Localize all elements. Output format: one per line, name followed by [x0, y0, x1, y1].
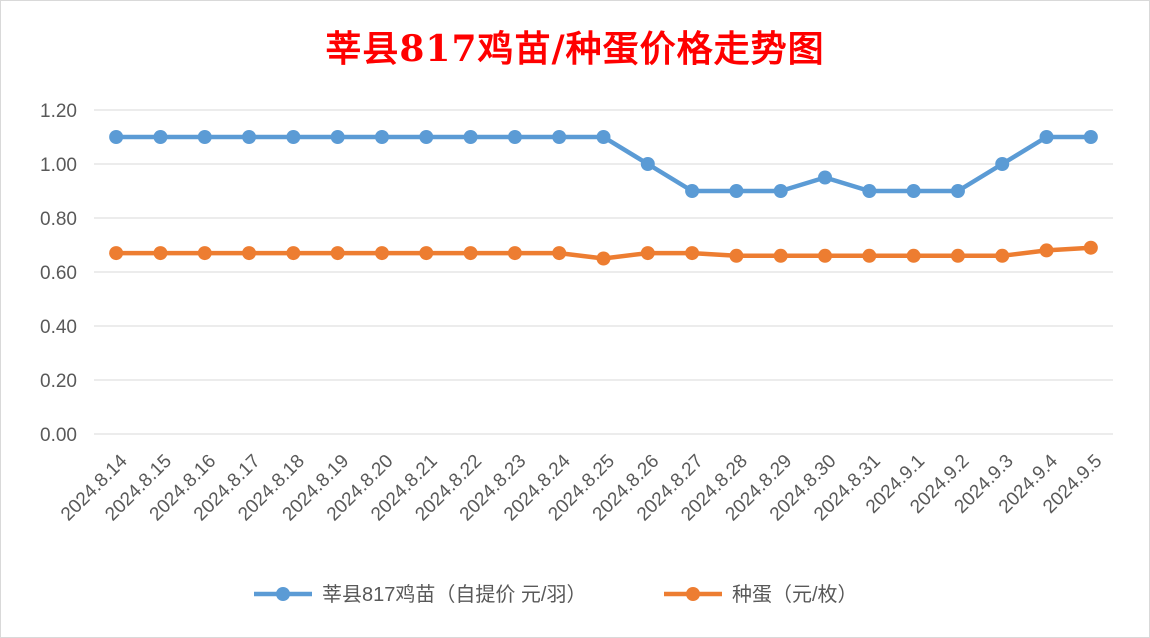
data-point-series-1 — [862, 184, 877, 198]
y-tick-label: 0.00 — [40, 425, 77, 446]
data-point-series-2 — [685, 246, 700, 261]
y-tick-label: 0.40 — [40, 317, 77, 338]
legend: 莘县817鸡苗（自提价 元/羽） 种蛋（元/枚） — [254, 583, 858, 606]
data-point-series-2 — [640, 246, 655, 261]
data-point-series-1 — [729, 184, 744, 198]
x-axis-tick-labels: 2024.8.142024.8.152024.8.162024.8.172024… — [57, 450, 1106, 525]
data-point-series-1 — [995, 157, 1010, 171]
data-point-series-2 — [507, 246, 522, 261]
data-point-series-1 — [552, 130, 567, 144]
data-point-series-1 — [197, 130, 212, 144]
data-point-series-2 — [773, 248, 788, 263]
data-point-series-2 — [729, 248, 744, 263]
data-point-series-2 — [1083, 240, 1098, 255]
y-tick-label: 0.20 — [40, 371, 77, 392]
series-lines — [109, 130, 1098, 266]
data-point-series-2 — [995, 248, 1010, 263]
y-axis-tick-labels: 0.00 0.20 0.40 0.60 0.80 1.00 1.20 — [40, 101, 77, 446]
data-point-series-1 — [374, 130, 389, 144]
legend-swatch-marker — [686, 587, 700, 601]
data-point-series-1 — [463, 130, 478, 144]
data-point-series-1 — [773, 184, 788, 198]
data-point-series-1 — [419, 130, 434, 144]
data-point-series-2 — [1039, 243, 1054, 258]
data-point-series-1 — [685, 184, 700, 198]
data-point-series-2 — [197, 246, 212, 261]
data-point-series-2 — [153, 246, 168, 261]
data-point-series-2 — [596, 251, 611, 266]
data-point-series-1 — [1083, 130, 1098, 144]
data-point-series-2 — [109, 246, 124, 261]
data-point-series-2 — [419, 246, 434, 261]
data-point-series-1 — [950, 184, 965, 198]
data-point-series-1 — [640, 157, 655, 171]
data-point-series-2 — [552, 246, 567, 261]
y-tick-label: 1.20 — [40, 101, 77, 122]
y-tick-label: 1.00 — [40, 155, 77, 176]
data-point-series-1 — [818, 170, 833, 185]
y-tick-label: 0.80 — [40, 209, 77, 230]
legend-label-series-1: 莘县817鸡苗（自提价 元/羽） — [322, 583, 586, 606]
data-point-series-2 — [906, 248, 921, 263]
data-point-series-2 — [330, 246, 345, 261]
data-point-series-1 — [1039, 130, 1054, 144]
y-tick-label: 0.60 — [40, 263, 77, 284]
data-point-series-2 — [463, 246, 478, 261]
data-point-series-2 — [818, 248, 833, 263]
data-point-series-2 — [242, 246, 257, 261]
data-point-series-1 — [330, 130, 345, 144]
data-point-series-1 — [153, 130, 168, 144]
data-point-series-1 — [286, 130, 301, 144]
data-point-series-1 — [242, 130, 257, 144]
data-point-series-2 — [950, 248, 965, 263]
data-point-series-1 — [507, 130, 522, 144]
data-point-series-1 — [109, 130, 124, 144]
data-point-series-1 — [906, 184, 921, 198]
legend-label-series-2: 种蛋（元/枚） — [732, 583, 858, 606]
gridlines — [94, 109, 1113, 435]
data-point-series-2 — [286, 246, 301, 261]
data-point-series-2 — [374, 246, 389, 261]
chart-title: 莘县817鸡苗/种蛋价格走势图 — [325, 28, 825, 70]
data-point-series-2 — [862, 248, 877, 263]
legend-swatch-marker — [276, 587, 290, 601]
data-point-series-1 — [596, 130, 611, 144]
